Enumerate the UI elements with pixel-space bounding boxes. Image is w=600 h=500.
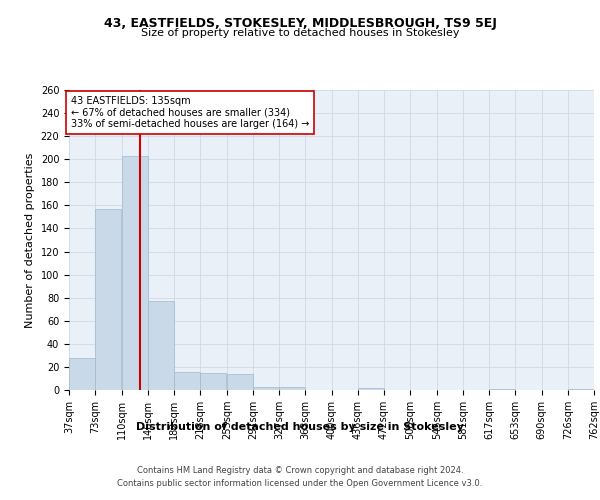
Bar [174, 372, 200, 390]
Y-axis label: Number of detached properties: Number of detached properties [25, 152, 35, 328]
Bar [489, 389, 515, 390]
Text: Contains HM Land Registry data © Crown copyright and database right 2024.: Contains HM Land Registry data © Crown c… [137, 466, 463, 475]
Text: 43, EASTFIELDS, STOKESLEY, MIDDLESBROUGH, TS9 5EJ: 43, EASTFIELDS, STOKESLEY, MIDDLESBROUGH… [104, 18, 496, 30]
Bar [594, 389, 600, 390]
Bar [358, 388, 384, 390]
Text: 43 EASTFIELDS: 135sqm
← 67% of detached houses are smaller (334)
33% of semi-det: 43 EASTFIELDS: 135sqm ← 67% of detached … [71, 96, 310, 129]
Bar [227, 374, 253, 390]
Bar [122, 156, 148, 390]
Bar [148, 301, 174, 390]
Text: Size of property relative to detached houses in Stokesley: Size of property relative to detached ho… [141, 28, 459, 38]
Text: Distribution of detached houses by size in Stokesley: Distribution of detached houses by size … [136, 422, 464, 432]
Bar [568, 389, 594, 390]
Bar [95, 209, 121, 390]
Text: Contains public sector information licensed under the Open Government Licence v3: Contains public sector information licen… [118, 479, 482, 488]
Bar [253, 386, 279, 390]
Bar [200, 372, 226, 390]
Bar [69, 358, 95, 390]
Bar [279, 386, 305, 390]
